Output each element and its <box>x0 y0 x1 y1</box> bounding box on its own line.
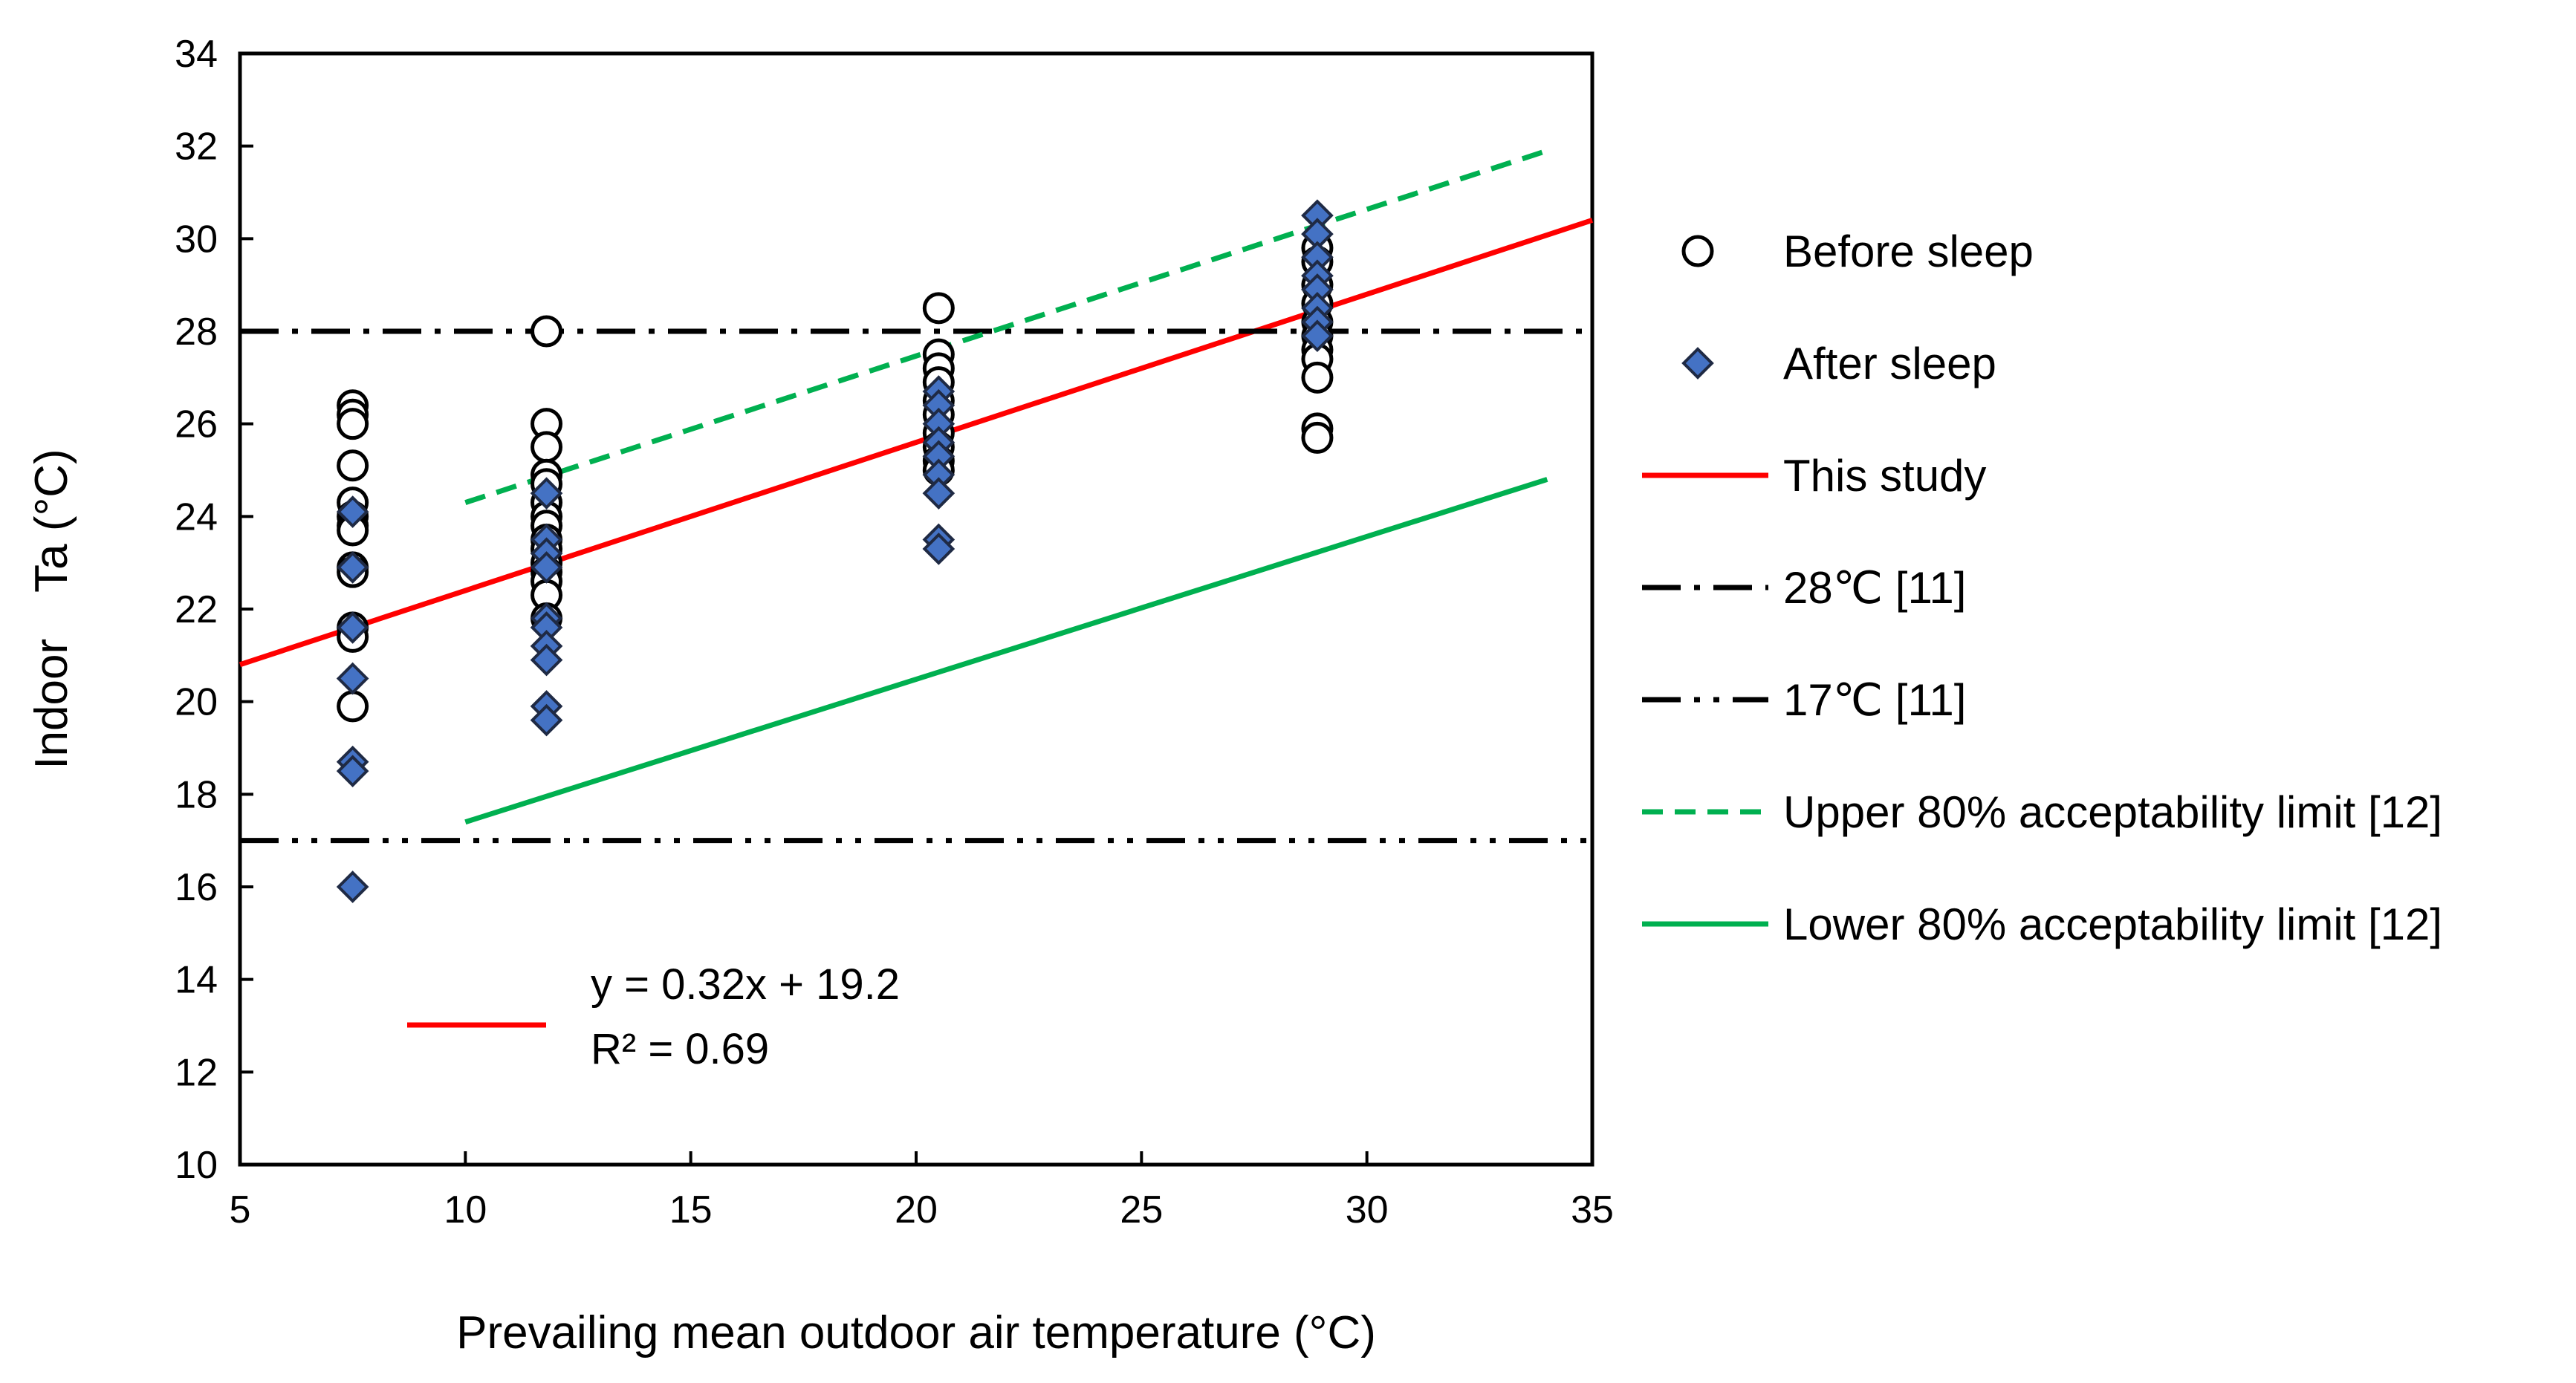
before-sleep-point <box>337 449 369 482</box>
x-tick-label: 30 <box>1346 1188 1389 1231</box>
legend-label: This study <box>1783 451 1986 501</box>
regression-r-squared: R² = 0.69 <box>591 1025 769 1073</box>
y-tick-label: 14 <box>175 959 218 1002</box>
y-axis-title: Indoor Ta (°C) <box>26 449 77 769</box>
x-tick-label: 5 <box>230 1188 251 1231</box>
data-points <box>336 199 1334 903</box>
series-line <box>239 218 1594 668</box>
series-line <box>464 477 1548 825</box>
after-sleep-point <box>530 477 563 510</box>
y-tick-label: 34 <box>175 33 218 76</box>
after-sleep-point <box>336 662 369 695</box>
before-sleep-point <box>531 315 563 348</box>
y-tick-label: 10 <box>175 1144 218 1187</box>
y-tick-label: 16 <box>175 866 218 909</box>
x-tick-label: 10 <box>444 1188 487 1231</box>
after-sleep-point <box>530 703 563 737</box>
legend-label: After sleep <box>1783 339 1996 388</box>
y-tick-label: 18 <box>175 773 218 816</box>
after-sleep-point <box>336 611 369 644</box>
x-tick-label: 35 <box>1571 1188 1614 1231</box>
after-sleep-point <box>922 533 956 565</box>
after-sleep-point <box>530 551 563 584</box>
legend: Before sleep After sleep This study 28℃ [11… <box>1642 227 2442 949</box>
before-sleep-point <box>922 292 955 325</box>
plot-area-frame <box>238 51 1594 1167</box>
y-tick-label: 20 <box>175 681 218 724</box>
after-sleep-point <box>336 495 369 528</box>
legend-label: Upper 80% acceptability limit [12] <box>1783 787 2442 837</box>
x-axis-title: Prevailing mean outdoor air temperature … <box>456 1307 1376 1358</box>
y-tick-label: 28 <box>175 310 218 354</box>
before-sleep-point <box>337 408 369 440</box>
after-sleep-point <box>530 643 563 677</box>
x-tick-label: 20 <box>895 1188 938 1231</box>
after-sleep-point <box>336 755 369 787</box>
legend-before-sleep-marker <box>1681 235 1714 267</box>
legend-after-sleep-marker <box>1681 347 1714 380</box>
after-sleep-point <box>922 477 956 510</box>
axis-ticks: 5 10 15 20 25 30 35 10 12 14 16 18 20 22 24 26 28 30 32 34 <box>175 33 1614 1231</box>
legend-label: 17℃ [11] <box>1783 675 1966 725</box>
reference-lines <box>239 148 1594 844</box>
before-sleep-point <box>531 431 563 463</box>
legend-label: Lower 80% acceptability limit [12] <box>1783 899 2442 949</box>
x-tick-label: 25 <box>1120 1188 1163 1231</box>
series-line <box>464 148 1548 505</box>
after-sleep-point <box>1301 319 1334 353</box>
before-sleep-point <box>337 690 369 723</box>
regression-annotation: y = 0.32x + 19.2 R² = 0.69 <box>407 960 900 1073</box>
y-tick-label: 22 <box>175 588 218 631</box>
regression-equation: y = 0.32x + 19.2 <box>591 960 900 1009</box>
y-tick-label: 24 <box>175 495 218 538</box>
y-tick-label: 12 <box>175 1051 218 1094</box>
before-sleep-point <box>1301 421 1334 454</box>
x-tick-label: 15 <box>669 1188 713 1231</box>
y-tick-label: 26 <box>175 403 218 446</box>
before-sleep-point <box>1301 361 1334 394</box>
legend-label: 28℃ [11] <box>1783 563 1966 613</box>
after-sleep-point <box>336 551 369 584</box>
legend-label: Before sleep <box>1783 227 2034 276</box>
after-sleep-point <box>336 871 369 903</box>
y-tick-label: 32 <box>175 126 218 169</box>
y-tick-label: 30 <box>175 218 218 261</box>
